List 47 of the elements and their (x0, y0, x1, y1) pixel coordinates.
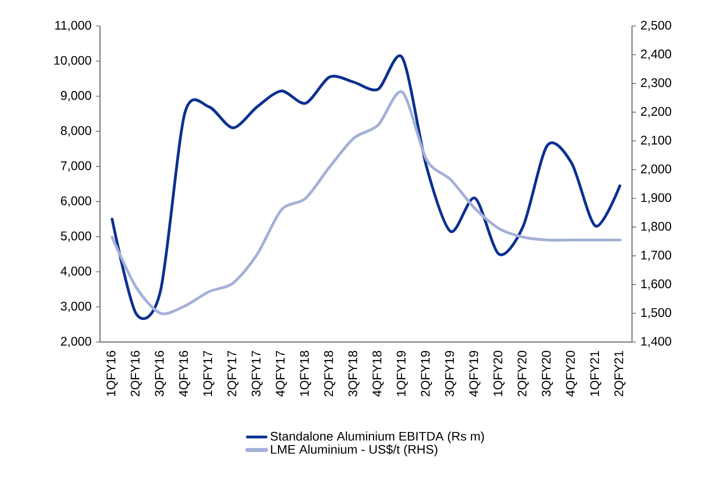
x-tick-label: 3QFY18 (348, 350, 360, 396)
x-tick-label: 2QFY18 (324, 350, 336, 396)
y-tick-label: 7,000 (60, 161, 92, 172)
x-tick-label: 4QFY20 (566, 350, 578, 397)
x-tick-label: 2QFY17 (227, 350, 239, 396)
y2-tick-label: 2,300 (641, 78, 672, 89)
x-tick-label: 4QFY18 (372, 350, 384, 397)
x-tick-label: 1QFY16 (106, 350, 118, 396)
y2-tick-label: 1,600 (641, 279, 672, 290)
legend-label: LME Aluminium - US$/t (RHS) (271, 444, 438, 456)
y-tick-label: 6,000 (60, 196, 92, 207)
legend-label: Standalone Aluminium EBITDA (Rs m) (270, 432, 484, 444)
x-tick-label: 4QFY17 (276, 350, 287, 397)
x-tick-label: 2QFY20 (518, 350, 529, 396)
x-tick-label: 3QFY16 (154, 350, 166, 396)
x-tick-label: 1QFY20 (493, 350, 505, 396)
y2-tick-label: 1,800 (641, 222, 672, 232)
x-tick-label: 4QFY16 (179, 350, 190, 397)
y-tick-label: 8,000 (60, 126, 92, 136)
x-tick-label: 1QFY17 (203, 350, 214, 396)
x-tick-label: 2QFY19 (420, 350, 432, 396)
y2-tick-label: 2,500 (641, 20, 672, 32)
x-tick-label: 2QFY16 (130, 350, 142, 396)
x-tick-label: 3QFY20 (542, 350, 553, 396)
y2-tick-label: 1,900 (641, 193, 672, 204)
x-tick-label: 1QFY19 (396, 350, 408, 396)
y2-tick-label: 2,000 (641, 164, 672, 175)
y-tick-label: 10,000 (54, 56, 92, 66)
y2-tick-label: 2,400 (641, 50, 672, 60)
y-tick-label: 11,000 (55, 20, 92, 32)
y-tick-label: 2,000 (60, 336, 92, 348)
x-tick-label: 3QFY17 (252, 350, 263, 396)
line-series (110, 90, 622, 315)
x-tick-label: 3QFY19 (445, 350, 456, 396)
y2-tick-label: 1,400 (641, 336, 672, 348)
y2-tick-label: 1,700 (641, 250, 672, 261)
x-tick-label: 4QFY19 (469, 350, 480, 397)
y-tick-label: 3,000 (60, 302, 92, 312)
y-tick-label: 5,000 (60, 232, 92, 242)
y-tick-label: 9,000 (60, 91, 92, 102)
y2-tick-label: 1,500 (641, 308, 672, 318)
y-tick-label: 4,000 (60, 266, 92, 277)
x-tick-label: 1QFY21 (590, 350, 602, 396)
y2-tick-label: 2,200 (641, 107, 672, 118)
x-tick-label: 2QFY21 (614, 350, 626, 396)
y2-tick-label: 2,100 (641, 136, 672, 146)
x-tick-label: 1QFY18 (300, 350, 312, 396)
